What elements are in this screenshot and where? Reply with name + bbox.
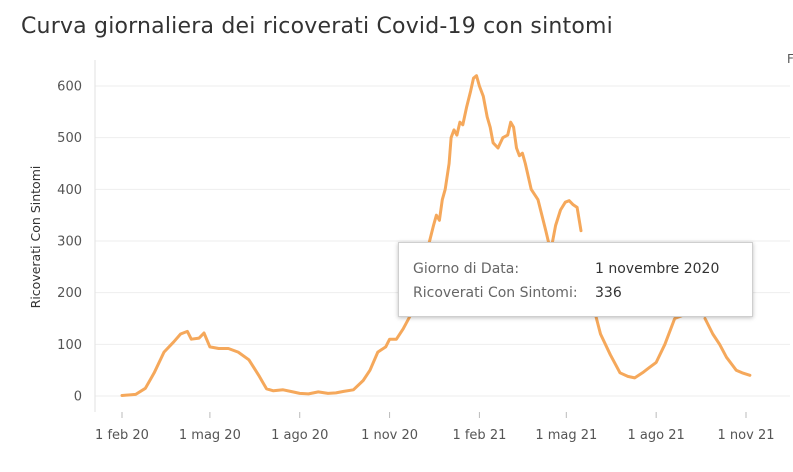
y-tick-label: 600 [57, 80, 82, 95]
x-tick-label: 1 mag 20 [179, 428, 241, 443]
tooltip-date-value: 1 novembre 2020 [595, 261, 720, 277]
series-continuation[interactable] [549, 199, 752, 380]
series-line-segment[interactable] [703, 317, 752, 377]
x-tick-label: 1 feb 21 [452, 428, 506, 443]
x-tick-label: 1 feb 20 [95, 428, 149, 443]
tooltip-value-key: Ricoverati Con Sintomi: [413, 285, 578, 301]
y-tick-label: 100 [57, 338, 82, 353]
y-tick-label: 500 [57, 131, 82, 146]
y-tick-label: 300 [57, 235, 82, 250]
gridlines [94, 60, 790, 412]
x-tick-label: 1 mag 21 [535, 428, 597, 443]
x-tick-label: 1 nov 20 [361, 428, 418, 443]
series-layer[interactable] [120, 74, 553, 397]
y-tick-label: 400 [57, 183, 82, 198]
x-tick-label: 1 nov 21 [718, 428, 775, 443]
chart-title: Curva giornaliera dei ricoverati Covid-1… [21, 14, 613, 39]
y-tick-label: 0 [74, 390, 82, 405]
y-axis-label: Ricoverati Con Sintomi [28, 166, 43, 309]
series-line-segment[interactable] [588, 291, 683, 380]
x-tick-label: 1 ago 21 [628, 428, 685, 443]
y-tick-label: 200 [57, 286, 82, 301]
cropped-legend-label: F [787, 52, 793, 66]
data-tooltip: Giorno di Data: 1 novembre 2020 Ricoverat… [398, 242, 753, 317]
x-axis: 1 feb 20 1 mag 20 1 ago 20 1 nov 20 1 feb 21… [95, 412, 774, 443]
x-tick-label: 1 ago 20 [271, 428, 328, 443]
series-line-segment[interactable] [549, 199, 583, 253]
y-axis: 0 100 200 300 400 500 600 [57, 80, 82, 405]
tooltip-value-value: 336 [595, 285, 622, 301]
tooltip-date-key: Giorno di Data: [413, 261, 520, 277]
series-line[interactable] [120, 74, 553, 397]
